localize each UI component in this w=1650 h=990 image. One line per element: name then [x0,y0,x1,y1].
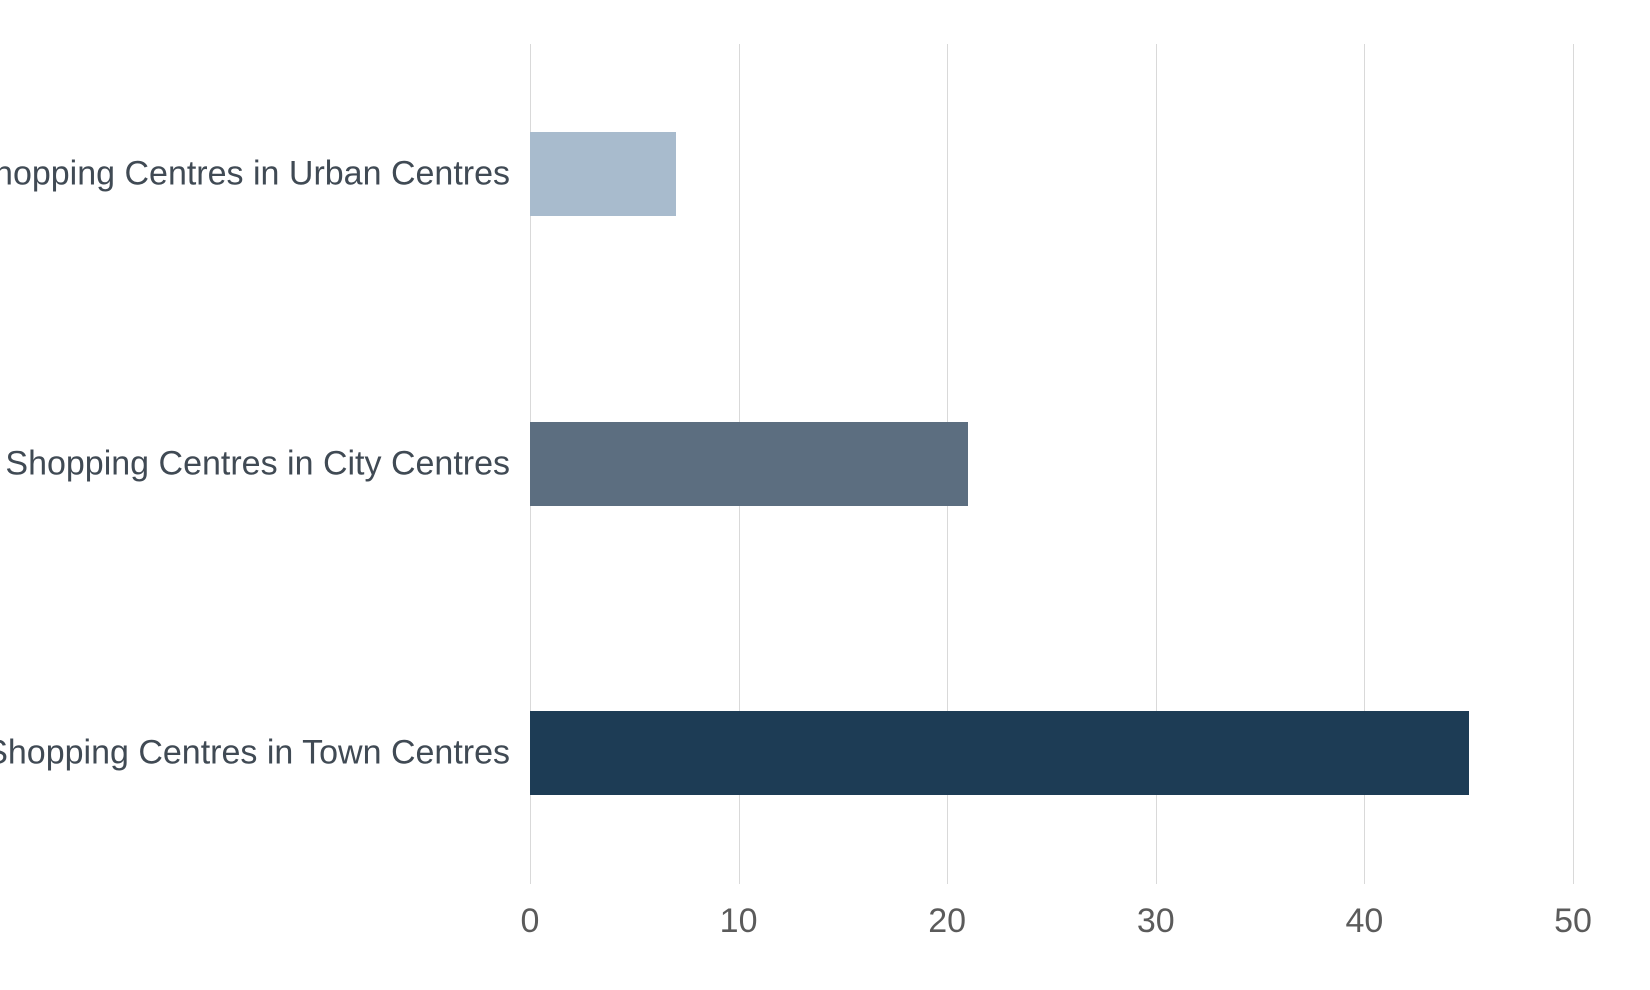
x-axis-tick-label: 30 [1137,902,1175,941]
bar [530,422,968,506]
bar [530,711,1469,795]
bar [530,132,676,216]
x-axis-tick-label: 20 [928,902,966,941]
plot-area: 01020304050Shopping Centres in Urban Cen… [530,44,1573,884]
x-axis-tick-label: 40 [1345,902,1383,941]
x-axis-tick-label: 0 [521,902,540,941]
y-axis-category-label: Shopping Centres in Urban Centres [0,155,510,194]
x-axis-tick-label: 10 [720,902,758,941]
y-axis-category-label: Shopping Centres in City Centres [5,445,510,484]
x-axis-tick-label: 50 [1554,902,1592,941]
horizontal-bar-chart: 0 10 20 30 40 50 Shopping Centres in Urban Cen… [0,0,1650,990]
gridline [1573,44,1574,884]
y-axis-category-label: Shopping Centres in Town Centres [0,733,510,772]
